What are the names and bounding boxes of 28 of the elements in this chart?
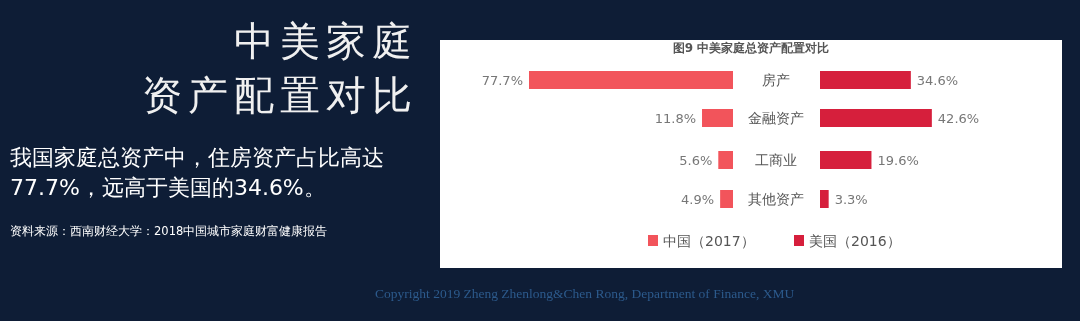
bar — [820, 190, 829, 208]
legend-label: 美国（2016） — [809, 233, 901, 249]
data-label: 19.6% — [877, 153, 919, 168]
text: 我国家庭总资产中，住房资产占比高达77.7%，远高于美国的34.6%。 — [10, 144, 385, 202]
text: 中美家庭 — [234, 17, 418, 66]
data-label: 42.6% — [937, 111, 980, 126]
bar — [820, 109, 932, 127]
text: Copyright 2019 Zheng Zhenlong&Chen Rong, Department of Finance, XMU — [375, 286, 795, 302]
y-tick-label: 工商业 — [755, 152, 797, 168]
y-tick-label: 金融资产 — [748, 110, 804, 126]
text: 资料来源：西南财经大学：2018中国城市家庭财富健康报告 — [10, 224, 328, 239]
bar — [720, 190, 733, 208]
bar — [820, 71, 911, 89]
y-tick-label: 其他资产 — [748, 191, 804, 207]
data-label: 5.6% — [679, 153, 713, 168]
data-label: 34.6% — [916, 73, 959, 88]
bar — [702, 109, 733, 127]
bar — [820, 151, 872, 169]
bar — [718, 151, 733, 169]
y-tick-label: 房产 — [762, 72, 790, 88]
chart-title: 图9 中美家庭总资产配置对比 — [672, 41, 830, 55]
legend-label: 中国（2017） — [663, 233, 755, 249]
data-label: 4.9% — [681, 192, 715, 207]
data-label: 11.8% — [654, 111, 697, 126]
bar — [529, 71, 733, 89]
text: 资产配置对比 — [142, 71, 418, 120]
data-label: 77.7% — [481, 73, 523, 88]
data-label: 3.3% — [834, 192, 868, 207]
